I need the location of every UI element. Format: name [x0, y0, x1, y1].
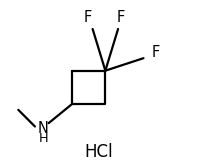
Text: F: F [152, 45, 160, 60]
Text: HCl: HCl [84, 143, 113, 161]
Text: F: F [84, 10, 92, 25]
Text: F: F [117, 10, 125, 25]
Text: N: N [37, 121, 48, 136]
Text: H: H [39, 133, 48, 145]
